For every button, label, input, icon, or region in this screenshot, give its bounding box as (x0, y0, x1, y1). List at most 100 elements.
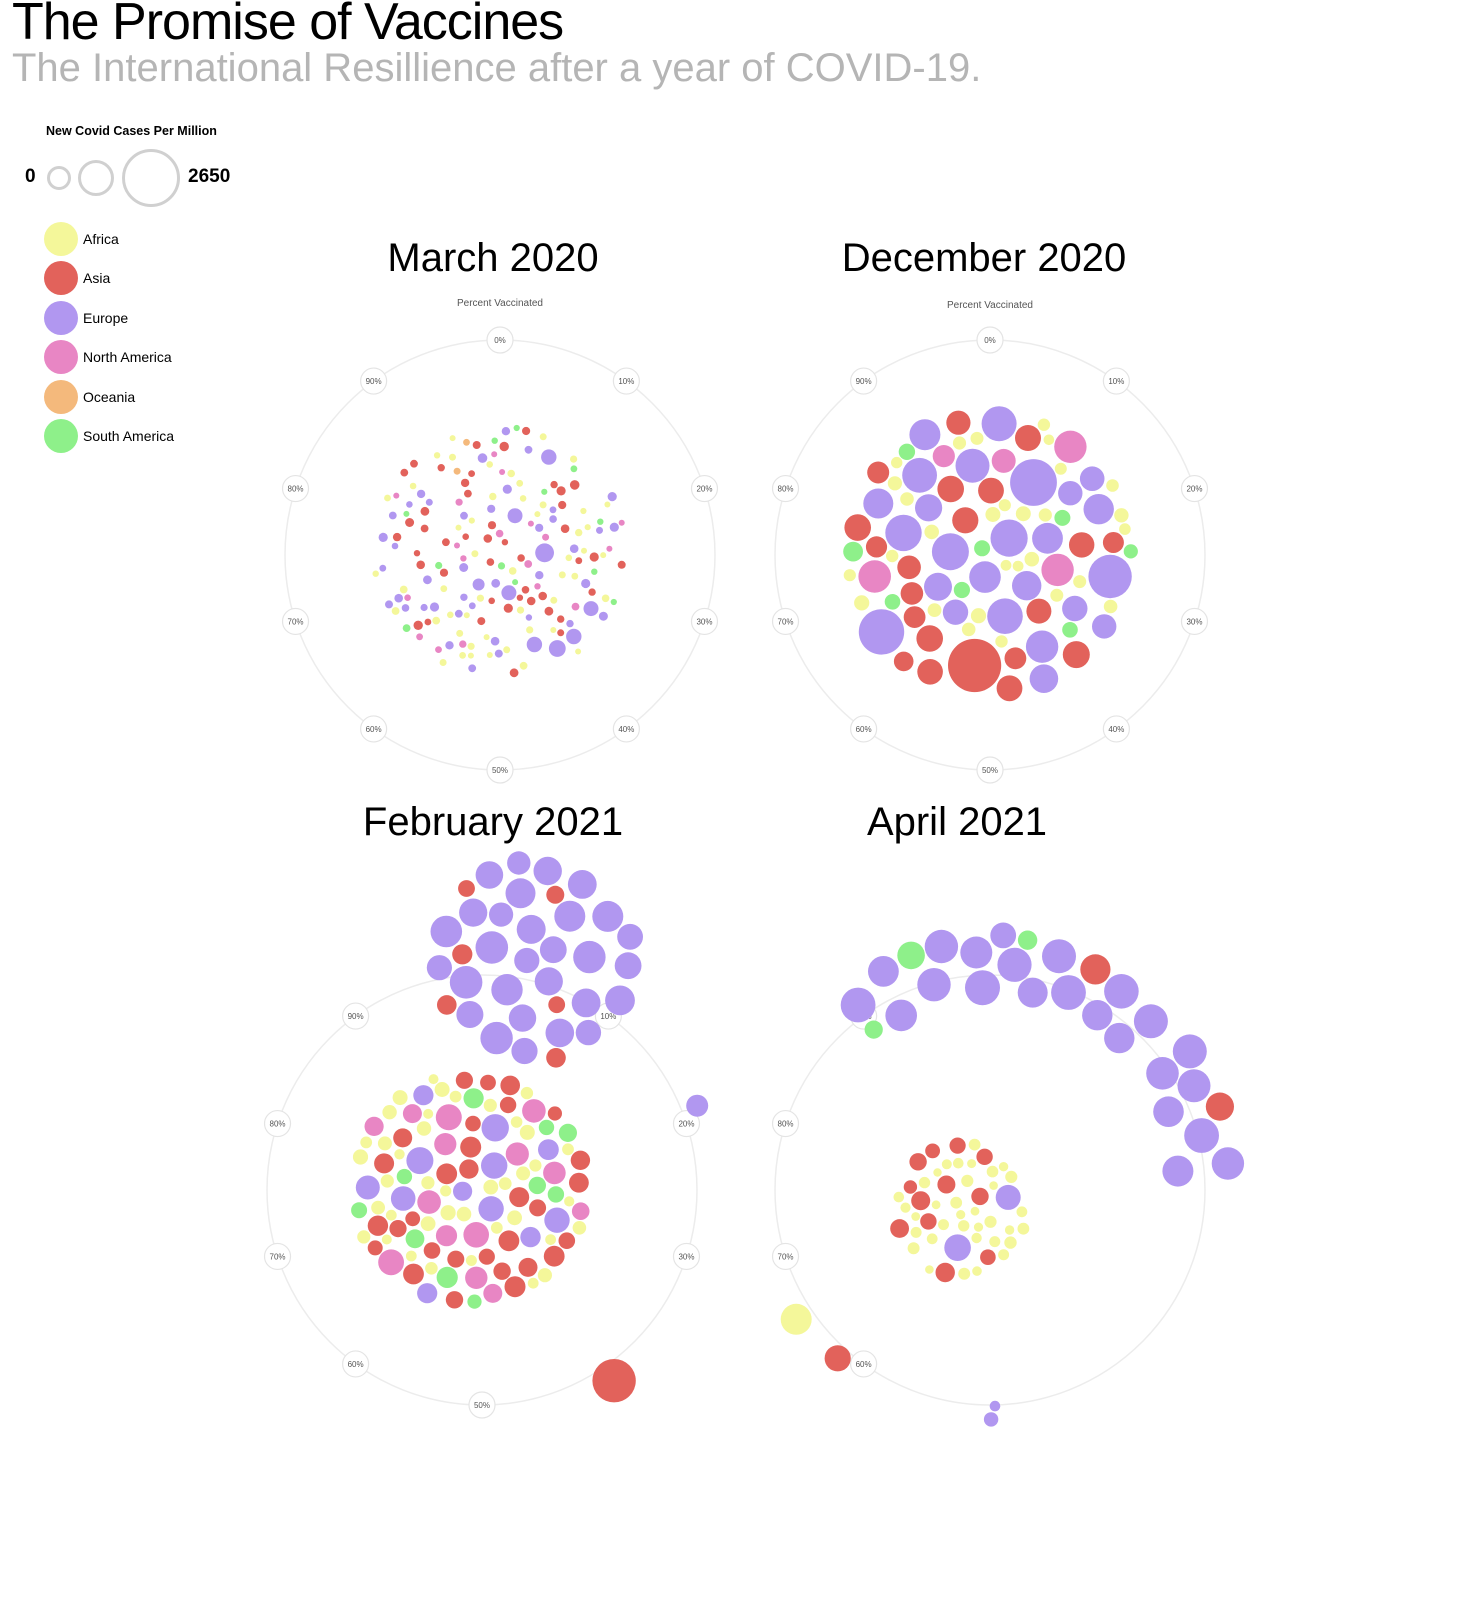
country-bubble[interactable] (565, 554, 573, 562)
country-bubble[interactable] (948, 638, 1002, 693)
country-bubble[interactable] (952, 436, 967, 450)
country-bubble[interactable] (1102, 532, 1124, 553)
country-bubble[interactable] (566, 619, 574, 628)
country-bubble[interactable] (900, 582, 924, 605)
country-bubble[interactable] (489, 902, 514, 927)
country-bubble[interactable] (499, 1096, 517, 1114)
country-bubble[interactable] (447, 1250, 465, 1268)
country-bubble[interactable] (468, 517, 475, 524)
country-bubble[interactable] (1103, 599, 1118, 614)
country-bubble[interactable] (887, 476, 903, 491)
country-bubble[interactable] (453, 1181, 473, 1201)
country-bubble[interactable] (507, 851, 531, 875)
country-bubble[interactable] (1015, 425, 1041, 451)
country-bubble[interactable] (554, 900, 586, 932)
country-bubble[interactable] (493, 1262, 511, 1280)
country-bubble[interactable] (449, 453, 456, 461)
country-bubble[interactable] (935, 1262, 955, 1283)
country-bubble[interactable] (983, 1412, 999, 1427)
country-bubble[interactable] (1062, 595, 1088, 622)
country-bubble[interactable] (435, 1225, 458, 1247)
country-bubble[interactable] (549, 506, 557, 514)
country-bubble[interactable] (404, 594, 411, 601)
country-bubble[interactable] (393, 492, 400, 499)
country-bubble[interactable] (581, 547, 587, 554)
country-bubble[interactable] (352, 1149, 369, 1165)
country-bubble[interactable] (454, 609, 463, 618)
country-bubble[interactable] (584, 524, 591, 531)
country-bubble[interactable] (558, 571, 566, 579)
country-bubble[interactable] (863, 488, 894, 519)
country-bubble[interactable] (955, 448, 990, 483)
country-bubble[interactable] (475, 931, 509, 964)
country-bubble[interactable] (463, 1088, 484, 1109)
country-bubble[interactable] (501, 585, 517, 601)
country-bubble[interactable] (524, 445, 533, 454)
country-bubble[interactable] (524, 560, 533, 568)
country-bubble[interactable] (1146, 1057, 1179, 1090)
country-bubble[interactable] (592, 1359, 636, 1403)
country-bubble[interactable] (507, 469, 515, 478)
country-bubble[interactable] (467, 642, 475, 650)
country-bubble[interactable] (1050, 588, 1064, 602)
country-bubble[interactable] (535, 543, 554, 563)
country-bubble[interactable] (467, 1294, 482, 1309)
country-bubble[interactable] (526, 596, 536, 606)
country-bubble[interactable] (510, 1116, 523, 1128)
country-bubble[interactable] (437, 464, 445, 472)
country-bubble[interactable] (902, 457, 937, 493)
country-bubble[interactable] (512, 579, 519, 586)
country-bubble[interactable] (529, 1199, 547, 1217)
country-bubble[interactable] (575, 528, 583, 537)
country-bubble[interactable] (463, 438, 470, 446)
country-bubble[interactable] (490, 1221, 503, 1234)
country-bubble[interactable] (465, 1115, 481, 1132)
country-bubble[interactable] (428, 1074, 439, 1085)
country-bubble[interactable] (477, 617, 486, 626)
country-bubble[interactable] (509, 1187, 530, 1208)
country-bubble[interactable] (424, 618, 432, 626)
country-bubble[interactable] (545, 1234, 556, 1245)
country-bubble[interactable] (942, 599, 969, 625)
country-bubble[interactable] (460, 478, 470, 488)
country-bubble[interactable] (1042, 939, 1076, 974)
country-bubble[interactable] (970, 1206, 980, 1216)
country-bubble[interactable] (550, 480, 558, 489)
country-bubble[interactable] (392, 532, 402, 542)
country-bubble[interactable] (1162, 1155, 1194, 1187)
country-bubble[interactable] (483, 1283, 503, 1303)
country-bubble[interactable] (1017, 930, 1038, 950)
country-bubble[interactable] (420, 506, 430, 516)
country-bubble[interactable] (596, 526, 603, 534)
country-bubble[interactable] (927, 603, 942, 617)
country-bubble[interactable] (435, 561, 443, 570)
country-bubble[interactable] (541, 488, 548, 495)
country-bubble[interactable] (472, 441, 481, 449)
country-bubble[interactable] (1025, 630, 1059, 663)
country-bubble[interactable] (400, 468, 409, 477)
country-bubble[interactable] (1051, 975, 1086, 1010)
country-bubble[interactable] (898, 443, 916, 460)
country-bubble[interactable] (1083, 494, 1114, 525)
country-bubble[interactable] (434, 1082, 450, 1097)
country-bubble[interactable] (990, 922, 1017, 949)
country-bubble[interactable] (527, 520, 534, 527)
country-bubble[interactable] (500, 1075, 520, 1096)
country-bubble[interactable] (1016, 1206, 1028, 1218)
country-bubble[interactable] (526, 636, 543, 653)
country-bubble[interactable] (488, 597, 496, 605)
country-bubble[interactable] (597, 518, 604, 525)
country-bubble[interactable] (946, 410, 971, 435)
country-bubble[interactable] (447, 611, 454, 619)
country-bubble[interactable] (502, 484, 512, 494)
country-bubble[interactable] (503, 603, 513, 613)
country-bubble[interactable] (976, 1148, 993, 1166)
country-bubble[interactable] (452, 944, 473, 965)
country-bubble[interactable] (374, 1153, 395, 1174)
country-bubble[interactable] (462, 533, 470, 540)
country-bubble[interactable] (575, 1019, 602, 1046)
country-bubble[interactable] (1043, 434, 1055, 446)
country-bubble[interactable] (995, 1184, 1021, 1210)
country-bubble[interactable] (525, 614, 533, 621)
country-bubble[interactable] (937, 475, 964, 503)
